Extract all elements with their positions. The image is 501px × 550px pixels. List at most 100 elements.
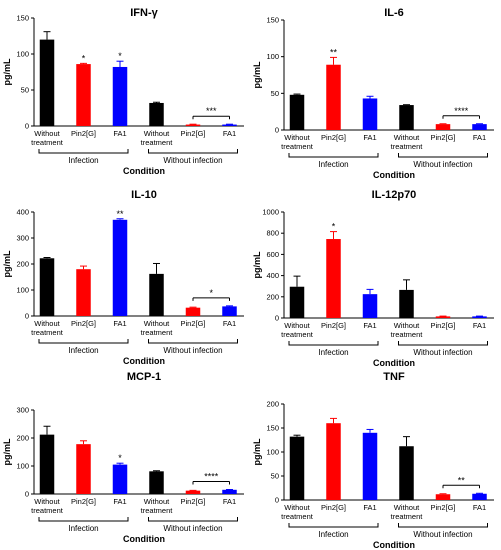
y-tick-label: 1000 — [262, 208, 279, 217]
x-tick-label: FA1 — [113, 319, 126, 328]
x-tick-label: Pin2[G] — [321, 503, 346, 512]
bar — [149, 471, 164, 494]
significance-label: ** — [458, 475, 466, 485]
bar — [472, 124, 487, 130]
bar — [185, 124, 201, 126]
y-tick-label: 0 — [275, 496, 279, 505]
y-tick-label: 800 — [266, 229, 279, 238]
x-tick-label: Without treatment — [141, 319, 174, 337]
x-axis-label: Condition — [123, 166, 165, 176]
y-tick-label: 300 — [16, 406, 29, 415]
x-axis-label: Condition — [373, 358, 415, 368]
x-tick-label: Pin2[G] — [430, 133, 455, 142]
bar — [326, 64, 341, 130]
significance-label: *** — [206, 106, 217, 116]
group-label: Without infection — [413, 530, 472, 539]
x-tick-label: Pin2[G] — [321, 321, 346, 330]
group-brace — [148, 517, 238, 522]
x-tick-label: FA1 — [363, 133, 376, 142]
y-tick-label: 100 — [266, 448, 279, 457]
bar — [435, 316, 451, 318]
group-brace — [398, 523, 488, 528]
group-brace — [38, 149, 129, 154]
group-brace — [288, 523, 379, 528]
group-label: Without infection — [413, 348, 472, 357]
x-tick-label: Pin2[G] — [430, 503, 455, 512]
group-label: Without infection — [413, 160, 472, 169]
y-tick-label: 400 — [266, 271, 279, 280]
group-label: Infection — [68, 156, 98, 165]
x-tick-label: FA1 — [363, 321, 376, 330]
group-label: Infection — [318, 348, 348, 357]
y-tick-label: 0 — [25, 490, 29, 499]
bar — [399, 105, 414, 130]
bar — [149, 273, 164, 316]
x-tick-label: Pin2[G] — [71, 497, 96, 506]
y-tick-label: 200 — [16, 434, 29, 443]
group-brace — [148, 339, 238, 344]
group-label: Infection — [318, 160, 348, 169]
bar — [289, 286, 305, 318]
bar — [222, 489, 237, 494]
y-tick-label: 0 — [25, 312, 29, 321]
group-label: Without infection — [163, 346, 222, 355]
x-tick-label: FA1 — [473, 503, 486, 512]
significance-label: ** — [330, 47, 338, 57]
y-axis-label: pg/mL — [252, 438, 262, 465]
x-tick-label: Without treatment — [391, 321, 424, 339]
x-tick-label: Without treatment — [31, 129, 64, 147]
x-axis-label: Condition — [373, 540, 415, 550]
bar — [112, 66, 128, 126]
bar — [362, 98, 378, 130]
bar — [472, 316, 487, 318]
x-tick-label: Without treatment — [391, 133, 424, 151]
group-brace — [288, 341, 379, 346]
bar — [326, 239, 341, 318]
y-tick-label: 600 — [266, 250, 279, 259]
y-tick-label: 50 — [271, 89, 279, 98]
chart-title: TNF — [383, 371, 405, 383]
y-axis-label: pg/mL — [2, 438, 12, 465]
bar — [76, 64, 91, 126]
x-tick-label: Pin2[G] — [71, 129, 96, 138]
y-tick-label: 0 — [25, 122, 29, 131]
y-tick-label: 150 — [16, 14, 29, 23]
significance-label: ** — [116, 209, 124, 219]
y-tick-label: 100 — [16, 50, 29, 59]
bar — [149, 102, 164, 126]
bar — [472, 493, 487, 500]
x-tick-label: Pin2[G] — [180, 497, 205, 506]
y-tick-label: 150 — [266, 424, 279, 433]
bar — [39, 39, 55, 126]
x-tick-label: Without treatment — [281, 503, 314, 521]
group-brace — [38, 339, 129, 344]
y-tick-label: 50 — [21, 86, 29, 95]
y-tick-label: 200 — [266, 400, 279, 409]
group-brace — [398, 153, 488, 158]
bar — [112, 464, 128, 494]
x-tick-label: FA1 — [473, 321, 486, 330]
bar — [185, 307, 201, 316]
bar — [435, 494, 451, 500]
x-tick-label: Pin2[G] — [71, 319, 96, 328]
bar — [39, 258, 55, 316]
group-brace — [148, 149, 238, 154]
group-brace — [288, 153, 379, 158]
chart-title: IFN-γ — [130, 7, 158, 19]
x-tick-label: Pin2[G] — [321, 133, 346, 142]
y-axis-label: pg/mL — [2, 250, 12, 277]
bar — [76, 444, 91, 494]
bar — [222, 124, 237, 126]
bar — [326, 423, 341, 500]
y-tick-label: 50 — [271, 472, 279, 481]
bar — [112, 219, 128, 316]
y-axis-label: pg/mL — [252, 61, 262, 88]
group-label: Infection — [318, 530, 348, 539]
x-tick-label: Without treatment — [141, 129, 174, 147]
y-tick-label: 100 — [16, 286, 29, 295]
chart-title: IL-6 — [384, 7, 404, 19]
y-tick-label: 200 — [266, 292, 279, 301]
